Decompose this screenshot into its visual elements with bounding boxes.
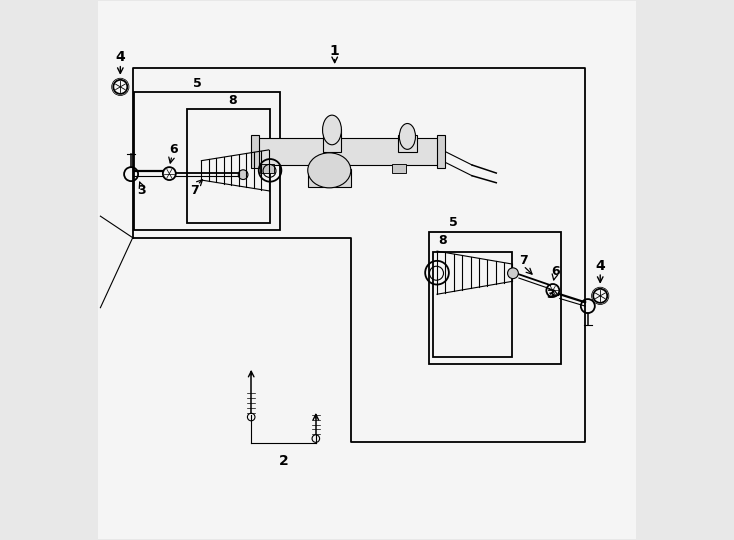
Text: 3: 3 [137,184,146,197]
Bar [437,136,445,167]
Text: 4: 4 [115,50,126,64]
Text: 5: 5 [448,216,457,229]
Text: 5: 5 [193,77,202,90]
Bar [186,110,270,222]
Ellipse shape [308,153,351,188]
Bar [323,129,341,152]
Circle shape [239,170,248,179]
Text: 6: 6 [169,144,178,157]
Text: 7: 7 [519,254,528,267]
Text: 8: 8 [228,94,236,107]
Bar [392,165,407,173]
Text: 6: 6 [551,265,560,278]
Circle shape [508,268,518,279]
Ellipse shape [322,115,341,145]
Bar [429,232,561,364]
Bar [433,252,512,357]
Bar [134,92,280,230]
Bar [251,136,259,167]
Bar [308,168,351,186]
Text: 1: 1 [330,44,340,58]
Bar [257,138,440,165]
Ellipse shape [399,124,415,150]
Text: 4: 4 [595,259,605,273]
Text: 7: 7 [190,184,199,197]
Bar [399,136,417,152]
Bar [261,165,275,173]
Text: 2: 2 [279,454,288,468]
Text: 8: 8 [438,234,447,247]
Text: 3: 3 [546,288,554,301]
